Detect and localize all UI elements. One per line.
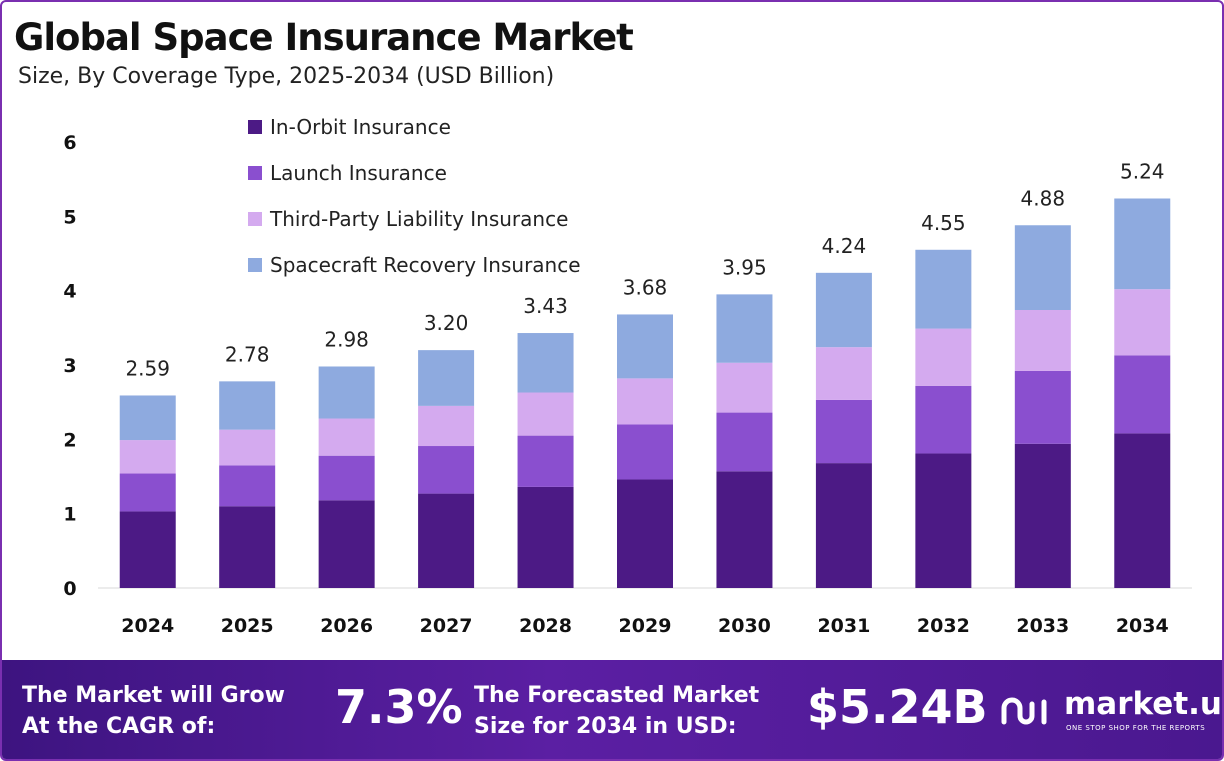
x-tick-label: 2025 xyxy=(221,615,274,637)
legend-label: Spacecraft Recovery Insurance xyxy=(270,253,581,277)
total-label: 2.98 xyxy=(324,327,369,351)
total-label: 4.24 xyxy=(822,234,867,258)
total-label: 3.43 xyxy=(523,294,568,318)
cagr-label-line-1: The Market will Grow xyxy=(22,683,285,708)
y-tick-label: 2 xyxy=(63,429,76,451)
bar-segment-2029-2 xyxy=(617,378,673,425)
bar-segment-2026-1 xyxy=(318,455,375,501)
bar-segment-2031-0 xyxy=(815,463,872,588)
x-tick-label: 2034 xyxy=(1116,615,1169,637)
total-label: 3.20 xyxy=(424,311,469,335)
bar-segment-2033-3 xyxy=(1014,225,1071,310)
bar-segment-2024-0 xyxy=(119,511,176,588)
total-label: 3.68 xyxy=(623,275,668,299)
market-us-logo-icon xyxy=(1001,697,1047,725)
y-tick-label: 4 xyxy=(63,281,76,303)
legend-swatch xyxy=(248,120,262,134)
bar-segment-2034-0 xyxy=(1114,433,1171,588)
legend-swatch xyxy=(248,166,262,180)
bar-segment-2027-0 xyxy=(418,493,475,588)
legend-label: Launch Insurance xyxy=(270,161,447,185)
bar-segment-2025-2 xyxy=(219,429,276,466)
x-tick-label: 2028 xyxy=(519,615,572,637)
total-label: 4.55 xyxy=(921,211,966,235)
bar-segment-2029-0 xyxy=(617,479,673,588)
bar-segment-2031-1 xyxy=(815,399,872,464)
bar-segment-2024-2 xyxy=(119,440,176,474)
bar-segment-2025-1 xyxy=(219,465,276,507)
total-label: 5.24 xyxy=(1120,159,1165,183)
bar-segment-2031-3 xyxy=(815,272,872,348)
y-tick-label: 1 xyxy=(63,504,76,526)
cagr-label-line-2: At the CAGR of: xyxy=(22,714,216,739)
y-tick-label: 5 xyxy=(63,206,76,228)
bar-segment-2034-2 xyxy=(1114,289,1171,356)
forecast-value: $5.24B xyxy=(807,680,988,734)
y-tick-label: 3 xyxy=(63,355,76,377)
cagr-value: 7.3% xyxy=(335,680,463,734)
cagr-label: The Market will Grow At the CAGR of: xyxy=(22,680,285,742)
x-tick-label: 2027 xyxy=(420,615,473,637)
legend-swatch xyxy=(248,258,262,272)
y-tick-label: 0 xyxy=(63,578,76,600)
bar-segment-2027-2 xyxy=(418,405,475,447)
bar-segment-2032-1 xyxy=(915,385,972,454)
x-tick-label: 2030 xyxy=(718,615,771,637)
bar-segment-2034-3 xyxy=(1114,198,1171,290)
bar-segment-2025-0 xyxy=(219,506,276,588)
forecast-label-line-1: The Forecasted Market xyxy=(474,683,760,708)
bar-segment-2033-0 xyxy=(1014,443,1071,588)
chart-title: Global Space Insurance Market xyxy=(14,16,634,59)
summary-banner: The Market will Grow At the CAGR of: 7.3… xyxy=(2,660,1222,759)
bar-segment-2026-0 xyxy=(318,500,375,588)
bar-segment-2032-2 xyxy=(915,328,972,386)
bar-segment-2030-2 xyxy=(716,362,773,413)
bar-segment-2024-3 xyxy=(119,395,176,441)
total-label: 2.59 xyxy=(125,356,170,380)
bar-segment-2033-2 xyxy=(1014,309,1071,371)
bar-segment-2025-3 xyxy=(219,381,276,430)
bar-segment-2028-0 xyxy=(517,486,574,588)
bar-segment-2026-3 xyxy=(318,366,375,419)
bar-segment-2034-1 xyxy=(1114,355,1171,434)
bar-segment-2028-2 xyxy=(517,392,574,436)
y-tick-label: 6 xyxy=(63,132,76,154)
forecast-label-line-2: Size for 2034 in USD: xyxy=(474,714,737,739)
bar-segment-2029-1 xyxy=(617,424,673,480)
x-tick-label: 2029 xyxy=(619,615,672,637)
legend-label: In-Orbit Insurance xyxy=(270,115,451,139)
forecast-label: The Forecasted Market Size for 2034 in U… xyxy=(474,680,759,742)
total-label: 2.78 xyxy=(225,342,270,366)
bar-segment-2030-1 xyxy=(716,412,773,472)
legend-swatch xyxy=(248,212,262,226)
bar-segment-2030-3 xyxy=(716,294,773,363)
bar-segment-2032-3 xyxy=(915,249,972,329)
bar-segment-2031-2 xyxy=(815,347,872,400)
bar-segment-2026-2 xyxy=(318,418,375,456)
x-tick-label: 2026 xyxy=(320,615,373,637)
logo-name: market.us xyxy=(1064,686,1224,722)
x-tick-label: 2033 xyxy=(1016,615,1069,637)
chart-subtitle: Size, By Coverage Type, 2025-2034 (USD B… xyxy=(18,64,555,89)
bar-segment-2028-1 xyxy=(517,435,574,487)
total-label: 4.88 xyxy=(1021,186,1066,210)
x-tick-label: 2024 xyxy=(121,615,174,637)
bar-segment-2028-3 xyxy=(517,333,574,393)
bar-segment-2027-3 xyxy=(418,350,475,406)
stacked-bar-chart: 0 1 2 3 4 5 6 2.59 2024 2.78 2025 2.98 2026 3.20 2027 3… xyxy=(63,115,1192,637)
logo-tagline: ONE STOP SHOP FOR THE REPORTS xyxy=(1066,724,1206,732)
x-tick-label: 2031 xyxy=(817,615,870,637)
bar-segment-2024-1 xyxy=(119,473,176,512)
bar-segment-2029-3 xyxy=(617,314,673,379)
bar-segment-2027-1 xyxy=(418,446,475,494)
bar-segment-2030-0 xyxy=(716,471,773,588)
total-label: 3.95 xyxy=(722,255,767,279)
bar-segment-2032-0 xyxy=(915,453,972,588)
bar-segment-2033-1 xyxy=(1014,370,1071,444)
legend-label: Third-Party Liability Insurance xyxy=(269,207,568,231)
x-tick-label: 2032 xyxy=(917,615,970,637)
